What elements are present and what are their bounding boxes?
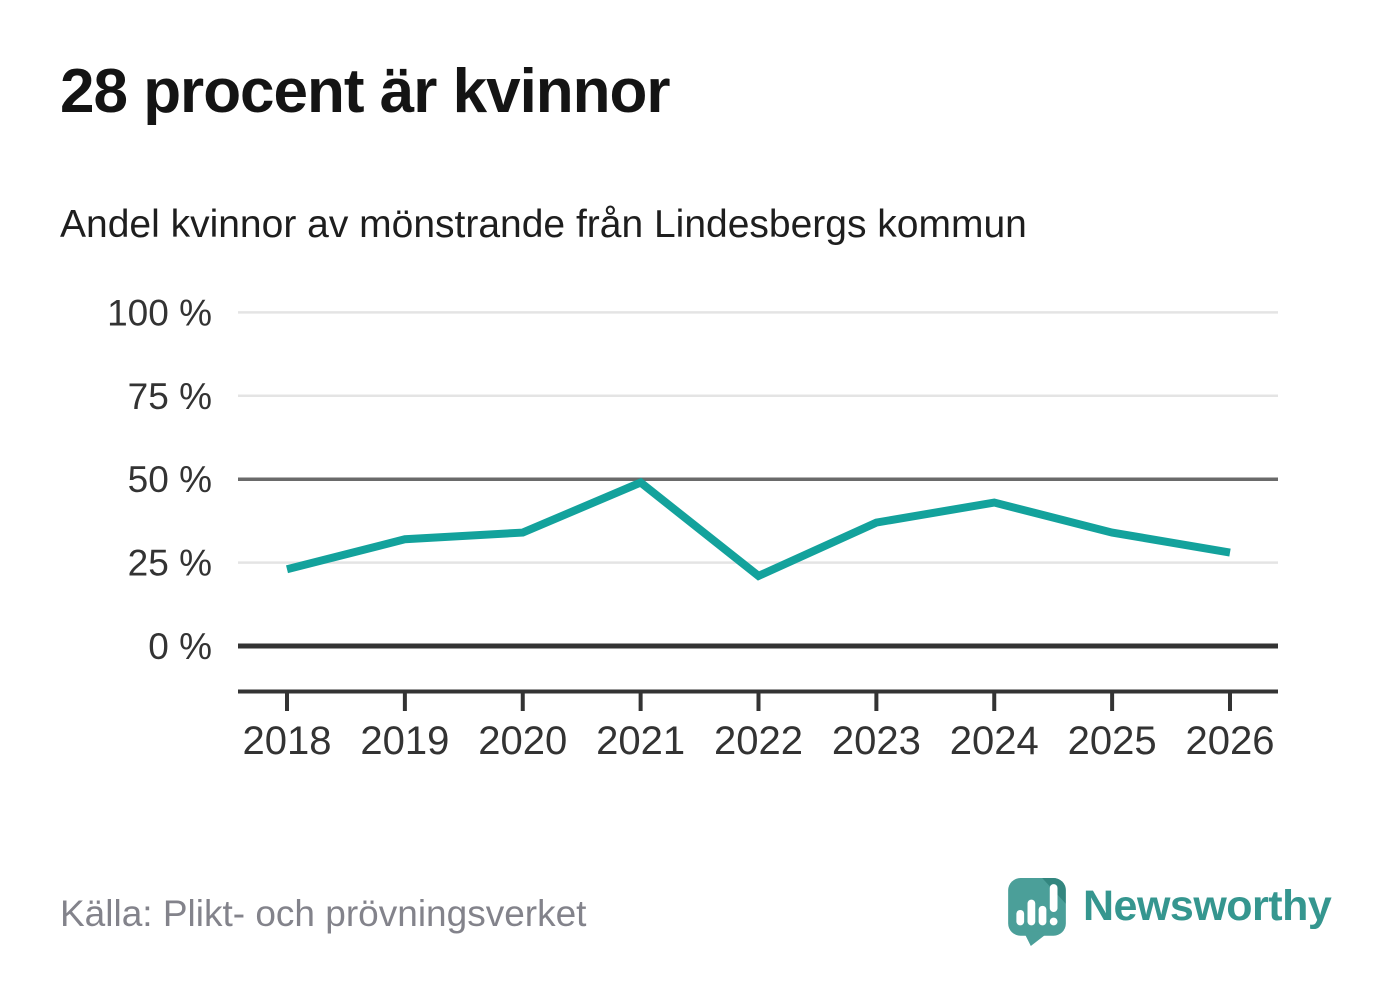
speech-bubble-tail [1023, 931, 1050, 946]
x-axis-label-2019: 2019 [360, 719, 449, 763]
x-axis-label-2026: 2026 [1186, 719, 1275, 763]
y-axis-label-50: 50 % [128, 459, 212, 500]
logo-exclamation-dot-icon [1049, 917, 1058, 926]
chart-subtitle: Andel kvinnor av mönstrande från Lindesb… [60, 203, 1027, 246]
logo-exclamation-line-icon [1049, 884, 1058, 912]
y-axis-label-100: 100 % [107, 292, 212, 333]
x-axis-label-2025: 2025 [1068, 719, 1157, 763]
y-axis-label-0: 0 % [148, 626, 212, 667]
newsworthy-logo-icon [1008, 878, 1066, 946]
newsworthy-logo: Newsworthy [1008, 878, 1332, 946]
logo-bar-medium-icon [1038, 905, 1047, 926]
x-axis-label-2024: 2024 [950, 719, 1039, 763]
source-note: Källa: Plikt- och prövningsverket [60, 893, 587, 934]
x-axis-label-2018: 2018 [243, 719, 332, 763]
logo-bar-tall-icon [1027, 899, 1036, 926]
x-axis-label-2021: 2021 [596, 719, 685, 763]
newsworthy-wordmark: Newsworthy [1083, 882, 1332, 930]
y-axis-label-75: 75 % [128, 376, 212, 417]
x-axis-label-2023: 2023 [832, 719, 921, 763]
x-axis-label-2022: 2022 [714, 719, 803, 763]
x-axis-label-2020: 2020 [478, 719, 567, 763]
chart-title: 28 procent är kvinnor [60, 57, 671, 126]
series-line [286, 477, 1231, 581]
y-axis-label-25: 25 % [128, 543, 212, 584]
logo-bar-small-icon [1016, 909, 1025, 926]
